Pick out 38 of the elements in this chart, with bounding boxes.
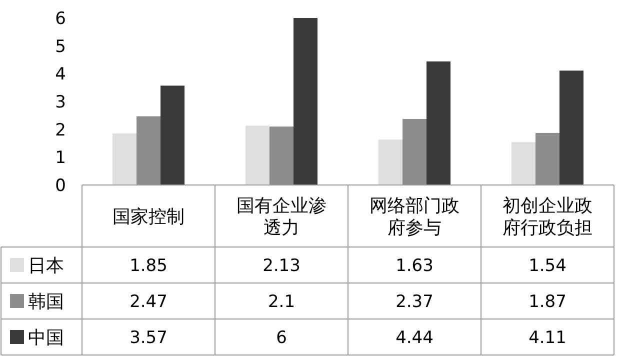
y-tick-label: 1 xyxy=(55,148,66,168)
x-tick-label: 初创企业政府行政负担 xyxy=(502,195,592,238)
data-label: 6 xyxy=(276,328,287,348)
bar xyxy=(426,61,450,185)
data-label: 3.57 xyxy=(130,328,168,348)
y-tick-label: 5 xyxy=(55,36,66,57)
y-tick-label: 6 xyxy=(55,8,66,29)
bar xyxy=(512,142,536,185)
bar xyxy=(270,126,294,185)
bar xyxy=(160,86,184,185)
x-tick-label: 国家控制 xyxy=(112,206,184,228)
legend-label: 韩国 xyxy=(28,291,64,312)
bar xyxy=(560,70,584,185)
y-tick-label: 4 xyxy=(55,64,66,85)
data-label: 1.85 xyxy=(130,256,168,276)
bar xyxy=(402,119,426,185)
data-label: 1.87 xyxy=(528,292,566,312)
bar xyxy=(136,116,160,185)
data-label: 4.11 xyxy=(528,328,566,348)
bar xyxy=(378,140,402,185)
x-tick-label: 网络部门政府参与 xyxy=(370,195,460,238)
y-tick-label: 0 xyxy=(55,176,66,196)
legend-label: 中国 xyxy=(28,327,64,348)
bar xyxy=(246,126,270,185)
y-tick-label: 3 xyxy=(55,92,66,112)
y-tick-label: 2 xyxy=(55,120,66,140)
data-label: 2.13 xyxy=(262,256,300,276)
data-label: 4.44 xyxy=(396,328,434,348)
data-label: 2.47 xyxy=(130,292,168,312)
data-label: 2.37 xyxy=(396,292,434,312)
data-label: 1.63 xyxy=(396,256,434,276)
bar xyxy=(112,134,136,185)
data-label: 2.1 xyxy=(268,292,296,312)
data-label: 1.54 xyxy=(528,256,566,276)
bar xyxy=(294,18,318,185)
bar xyxy=(536,132,560,185)
legend-label: 日本 xyxy=(28,255,64,276)
x-tick-label: 国有企业渗透力 xyxy=(236,195,326,238)
